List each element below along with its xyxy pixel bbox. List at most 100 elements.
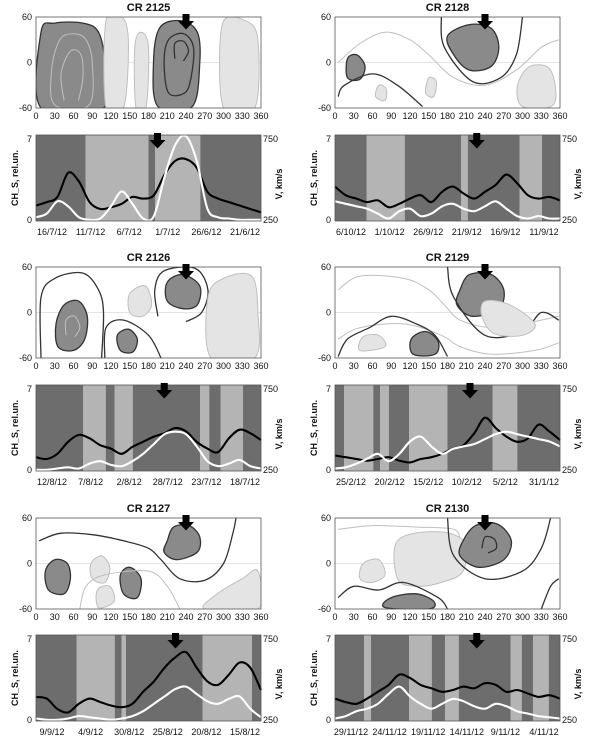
down-arrow-icon: [178, 515, 194, 531]
v-series-line: [334, 173, 561, 209]
x-tick-label: 12/8/12: [37, 477, 67, 487]
x-tick-label: 210: [160, 111, 175, 121]
y-right-axis-label: V, km/s: [274, 669, 284, 700]
ch-series-line: [334, 430, 561, 470]
x-tick-label: 300: [515, 111, 530, 121]
chart-title: CR 2126: [127, 252, 170, 264]
x-tick-label: 2/8/12: [117, 477, 142, 487]
x-tick-label: 15/2/12: [413, 477, 443, 487]
x-tick-label: 7/8/12: [78, 477, 103, 487]
contour-line: [337, 323, 559, 355]
x-tick-label: 120: [103, 612, 118, 622]
x-tick-label: 30/8/12: [114, 727, 144, 737]
down-arrow-icon: [178, 14, 194, 30]
x-tick-label: 1/7/12: [155, 227, 180, 237]
x-tick-label: 240: [477, 361, 492, 371]
timeseries-cr2128_ts: 7 0 750 250 CH_S, rel.un. V, km/s 6/10/12 1/10/…: [309, 134, 583, 237]
x-tick-label: 330: [534, 612, 549, 622]
y-tick-label: -60: [318, 103, 331, 113]
contour-line: [338, 525, 461, 542]
x-tick-label: 90: [87, 612, 97, 622]
x-tick-label: 300: [216, 612, 231, 622]
y-right-axis-label: V, km/s: [274, 169, 284, 200]
contour-line: [374, 84, 388, 102]
x-tick-label: 240: [477, 111, 492, 121]
contour-line: [103, 319, 162, 358]
contour-layer: [335, 17, 560, 108]
y-tick-label: 60: [321, 513, 331, 523]
plot-frame: [334, 634, 561, 722]
x-tick-label: 240: [178, 111, 193, 121]
contour-line: [424, 76, 437, 98]
ch-band: [200, 135, 261, 221]
contour-line: [103, 17, 130, 108]
x-tick-label: 240: [178, 612, 193, 622]
x-tick-label: 120: [402, 361, 417, 371]
x-tick-label: 180: [440, 612, 455, 622]
contour-line: [440, 17, 524, 85]
contour-line: [218, 17, 260, 108]
contour-line: [337, 73, 423, 107]
x-tick-label: 330: [235, 361, 250, 371]
y-tick-label: 0: [27, 308, 32, 318]
v-series-line: [35, 650, 262, 714]
x-tick-label: 26/6/12: [191, 227, 221, 237]
x-tick-label: 60: [367, 612, 377, 622]
contour-line: [381, 593, 436, 609]
chart-title: CR 2125: [127, 2, 170, 14]
ch-band: [510, 635, 522, 721]
y-tick-label: -60: [318, 604, 331, 614]
y-left-axis-label: CH_S, rel.un.: [10, 150, 20, 206]
x-tick-label: 15/8/12: [230, 727, 260, 737]
x-tick-label: 31/1/12: [529, 477, 559, 487]
x-tick-label: 150: [122, 111, 137, 121]
y-tick-label: 0: [326, 308, 331, 318]
x-tick-label: 360: [253, 612, 268, 622]
x-tick-label: 25/2/12: [336, 477, 366, 487]
x-tick-label: 270: [496, 361, 511, 371]
contour-layer: [36, 267, 261, 358]
y-left-axis-label: CH_S, rel.un.: [10, 400, 20, 456]
y-tick-label: 0: [326, 559, 331, 569]
y-tick-label: 60: [321, 12, 331, 22]
x-tick-label: 270: [197, 361, 212, 371]
y-left-tick-label: 0: [326, 465, 331, 475]
plot-frame: [35, 16, 262, 109]
ch-band: [447, 385, 493, 471]
contour-line: [153, 267, 209, 323]
contour-line: [119, 566, 143, 600]
ch-band: [132, 385, 201, 471]
contour-line: [446, 518, 552, 580]
contour-line: [79, 570, 181, 609]
plot-frame: [35, 517, 262, 610]
y-tick-label: 60: [22, 513, 32, 523]
x-tick-label: 30: [349, 111, 359, 121]
x-tick-label: 4/9/12: [78, 727, 103, 737]
x-tick-label: 90: [386, 361, 396, 371]
ch-series-line: [334, 685, 561, 720]
x-tick-label: 330: [235, 612, 250, 622]
x-tick-label: 90: [386, 612, 396, 622]
y-tick-label: 60: [22, 12, 32, 22]
ch-band: [371, 635, 410, 721]
x-tick-label: 330: [534, 111, 549, 121]
x-tick-label: 300: [515, 612, 530, 622]
y-left-tick-label: 7: [326, 384, 331, 394]
chart-title: CR 2127: [127, 503, 170, 515]
x-tick-label: 21/6/12: [230, 227, 260, 237]
ch-band: [364, 635, 371, 721]
x-tick-label: 210: [160, 361, 175, 371]
x-tick-label: 20/8/12: [191, 727, 221, 737]
y-left-tick-label: 0: [326, 715, 331, 725]
down-arrow-icon: [477, 14, 493, 30]
x-tick-label: 30: [50, 612, 60, 622]
x-tick-label: 18/7/12: [230, 477, 260, 487]
y-right-axis-label: V, km/s: [573, 419, 583, 450]
x-tick-label: 300: [216, 361, 231, 371]
x-tick-label: 19/11/12: [411, 727, 445, 737]
x-tick-label: 120: [103, 361, 118, 371]
plot-frame: [334, 266, 561, 359]
